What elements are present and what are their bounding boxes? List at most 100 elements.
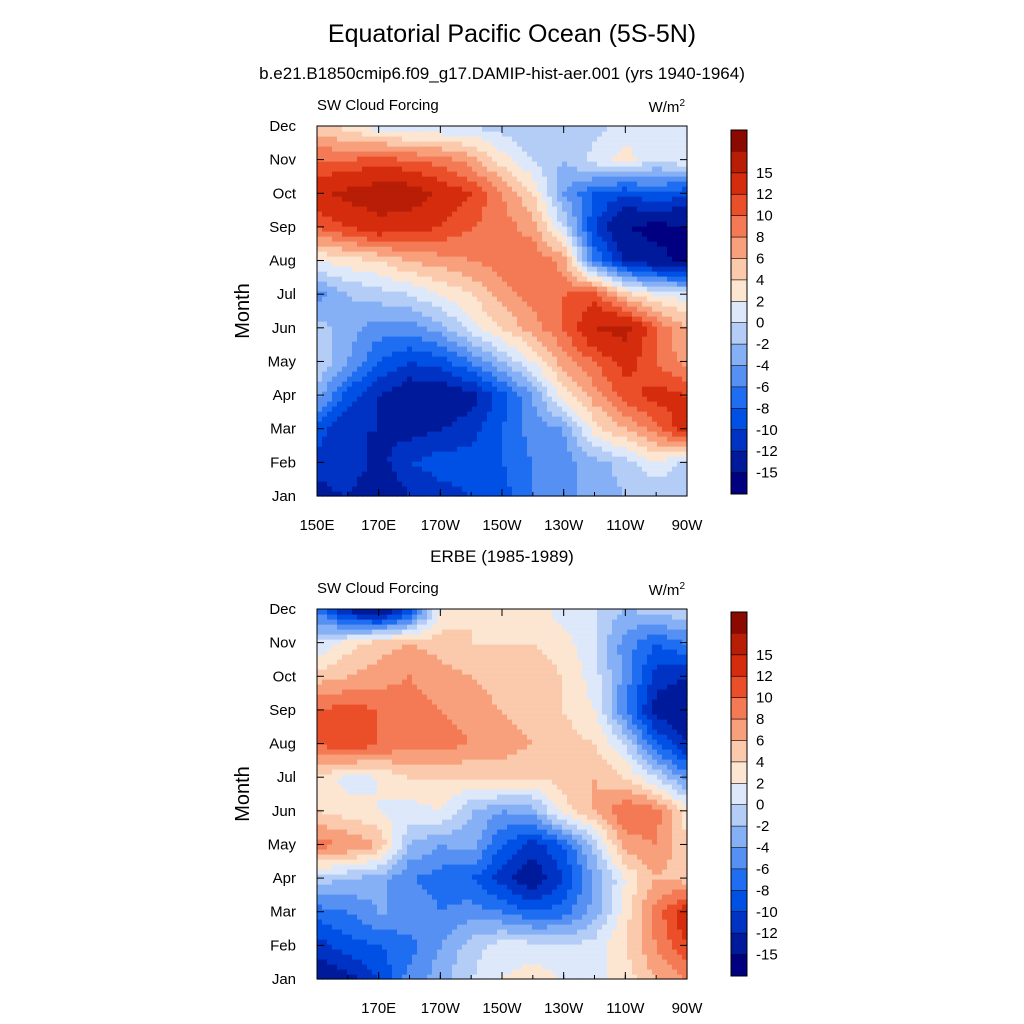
heatmap-cell bbox=[602, 416, 608, 422]
subtitle: b.e21.B1850cmip6.f09_g17.DAMIP-hist-aer.… bbox=[259, 64, 745, 83]
heatmap-cell bbox=[652, 261, 658, 267]
heatmap-cell bbox=[577, 441, 583, 447]
heatmap-cell bbox=[482, 476, 488, 482]
heatmap-cell bbox=[427, 371, 433, 377]
heatmap-cell bbox=[377, 461, 383, 467]
heatmap-cell bbox=[557, 271, 563, 277]
heatmap-cell bbox=[562, 406, 568, 412]
heatmap-cell bbox=[467, 471, 473, 477]
heatmap-cell bbox=[382, 256, 388, 262]
heatmap-cell bbox=[437, 356, 443, 362]
heatmap-cell bbox=[517, 416, 523, 422]
heatmap-cell bbox=[632, 241, 638, 247]
heatmap-cell bbox=[592, 256, 598, 262]
heatmap-cell bbox=[482, 376, 488, 382]
heatmap-cell bbox=[507, 181, 513, 187]
heatmap-cell bbox=[597, 486, 603, 492]
heatmap-cell bbox=[322, 341, 328, 347]
heatmap-cell bbox=[602, 381, 608, 387]
heatmap-cell bbox=[567, 411, 573, 417]
heatmap-cell bbox=[652, 251, 658, 257]
heatmap-cell bbox=[382, 246, 388, 252]
heatmap-cell bbox=[407, 301, 413, 307]
heatmap-cell bbox=[352, 351, 358, 357]
heatmap-cell bbox=[582, 331, 588, 337]
heatmap-cell bbox=[327, 216, 333, 222]
heatmap-cell bbox=[652, 196, 658, 202]
heatmap-cell bbox=[612, 211, 618, 217]
heatmap-cell bbox=[527, 416, 533, 422]
heatmap-cell bbox=[342, 356, 348, 362]
heatmap-cell bbox=[632, 306, 638, 312]
heatmap-cell bbox=[462, 376, 468, 382]
heatmap-cell bbox=[357, 176, 363, 182]
heatmap-cell bbox=[382, 251, 388, 257]
heatmap-cell bbox=[632, 316, 638, 322]
heatmap-cell bbox=[567, 396, 573, 402]
heatmap-cell bbox=[512, 411, 518, 417]
heatmap-cell bbox=[407, 306, 413, 312]
heatmap-cell bbox=[592, 181, 598, 187]
heatmap-cell bbox=[367, 276, 373, 282]
heatmap-cell bbox=[517, 231, 523, 237]
heatmap-cell bbox=[382, 356, 388, 362]
heatmap-cell bbox=[647, 466, 653, 472]
heatmap-cell bbox=[542, 161, 548, 167]
heatmap-cell bbox=[457, 396, 463, 402]
heatmap-cell bbox=[327, 391, 333, 397]
heatmap-cell bbox=[317, 241, 323, 247]
heatmap-cell bbox=[657, 351, 663, 357]
heatmap-cell bbox=[637, 166, 643, 172]
heatmap-cell bbox=[677, 376, 683, 382]
heatmap-cell bbox=[452, 201, 458, 207]
heatmap-cell bbox=[477, 381, 483, 387]
heatmap-cell bbox=[437, 206, 443, 212]
heatmap-cell bbox=[542, 261, 548, 267]
heatmap-cell bbox=[547, 486, 553, 492]
heatmap-cell bbox=[367, 481, 373, 487]
heatmap-cell bbox=[457, 276, 463, 282]
heatmap-cell bbox=[632, 176, 638, 182]
heatmap-cell bbox=[492, 181, 498, 187]
heatmap-cell bbox=[562, 306, 568, 312]
heatmap-cell bbox=[327, 156, 333, 162]
heatmap-cell bbox=[622, 271, 628, 277]
heatmap-cell bbox=[677, 436, 683, 442]
heatmap-cell bbox=[357, 466, 363, 472]
heatmap-cell bbox=[417, 401, 423, 407]
heatmap-cell bbox=[552, 461, 558, 467]
heatmap-cell bbox=[342, 216, 348, 222]
heatmap-cell bbox=[602, 306, 608, 312]
heatmap-cell bbox=[337, 231, 343, 237]
heatmap-cell bbox=[462, 301, 468, 307]
heatmap-cell bbox=[372, 221, 378, 227]
heatmap-cell bbox=[387, 246, 393, 252]
heatmap-cell bbox=[447, 471, 453, 477]
heatmap-cell bbox=[367, 291, 373, 297]
heatmap-cell bbox=[372, 166, 378, 172]
heatmap-cell bbox=[437, 171, 443, 177]
heatmap-cell bbox=[472, 371, 478, 377]
heatmap-cell bbox=[352, 421, 358, 427]
heatmap-cell bbox=[522, 446, 528, 452]
heatmap-cell bbox=[657, 286, 663, 292]
heatmap-cell bbox=[322, 301, 328, 307]
heatmap-cell bbox=[492, 356, 498, 362]
heatmap-cell bbox=[417, 436, 423, 442]
heatmap-cell bbox=[397, 281, 403, 287]
heatmap-cell bbox=[387, 316, 393, 322]
heatmap-cell bbox=[477, 251, 483, 257]
heatmap-cell bbox=[347, 241, 353, 247]
heatmap-cell bbox=[672, 281, 678, 287]
heatmap-cell bbox=[522, 321, 528, 327]
heatmap-cell bbox=[427, 171, 433, 177]
heatmap-cell bbox=[517, 186, 523, 192]
heatmap-cell bbox=[332, 351, 338, 357]
heatmap-cell bbox=[357, 221, 363, 227]
heatmap-cell bbox=[402, 366, 408, 372]
heatmap-cell bbox=[477, 486, 483, 492]
heatmap-cell bbox=[437, 401, 443, 407]
heatmap-cell bbox=[612, 246, 618, 252]
heatmap-cell bbox=[662, 401, 668, 407]
heatmap-cell bbox=[572, 411, 578, 417]
